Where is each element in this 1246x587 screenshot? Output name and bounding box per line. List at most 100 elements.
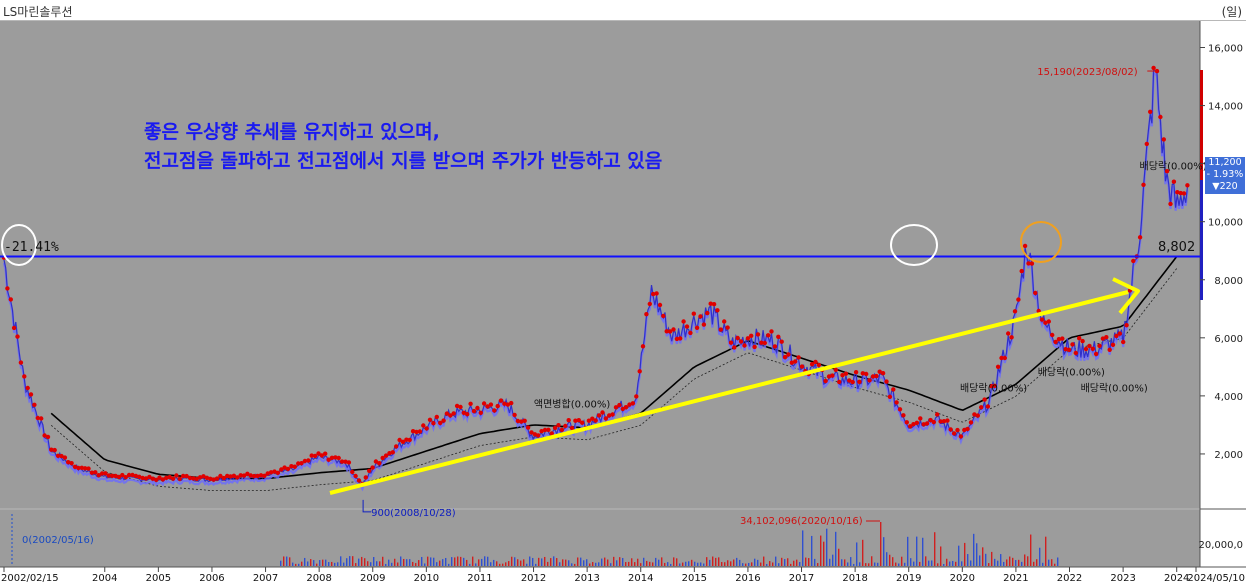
volume-bar [820,535,822,566]
price-candle [1131,258,1136,264]
volume-bar [982,547,984,566]
volume-bar [358,558,360,566]
price-candle [830,373,835,378]
volume-bar [913,561,915,566]
price-candle [691,311,696,316]
price-candle [908,424,913,429]
volume-bar [1054,563,1056,566]
y-tick-label: 8,000 [1214,276,1243,287]
volume-bar [823,541,825,566]
volume-bar [859,562,861,566]
price-candle [42,433,47,438]
price-candle [596,413,602,418]
volume-bar [412,561,414,566]
price-candle [18,360,24,365]
price-candle [62,455,68,460]
price-candle [1144,141,1150,147]
price-candle [285,466,291,472]
volume-bar [331,561,333,566]
chart-annotations: 15,190(2023/08/02) 900(2008/10/28) 액면병합(0.… [362,67,1207,519]
volume-bar [745,563,747,566]
price-candle [867,378,872,383]
price-candle [904,420,909,425]
price-candle [208,476,213,481]
price-candle [742,343,747,348]
price-candle [448,413,453,418]
volume-bar [505,562,507,566]
volume-bar [706,557,708,566]
volume-bar [880,522,882,566]
price-candle [620,406,625,412]
price-candle [123,475,128,480]
price-candle [688,330,693,336]
price-candle [394,444,399,449]
volume-bar [934,532,936,566]
price-candle [586,418,592,423]
price-candle [174,473,179,478]
price-candle [32,402,37,407]
volume-bar [772,562,774,566]
volume-bar [769,561,771,566]
price-candle [187,475,193,481]
x-tick-label: 2008 [306,573,331,584]
volume-bar [1015,560,1017,566]
volume-bar [835,531,837,566]
volume-bar [577,557,579,566]
price-candle [475,405,480,411]
volume-bar [421,556,423,566]
volume-bar [781,557,783,566]
volume-bar [865,563,867,566]
volume-bar [355,563,357,566]
volume-bar [649,561,651,566]
volume-bar [757,559,759,566]
price-candle [25,385,30,391]
volume-bar [742,563,744,566]
annotation-event: 배당락(0.00%) [1038,367,1105,379]
price-candle [1053,339,1058,345]
volume-bar [877,562,879,566]
volume-bar [868,563,870,566]
price-candle [272,469,277,474]
price-candle [951,431,957,436]
price-candle [1026,261,1031,266]
volume-bar [544,556,546,566]
price-candle [600,410,605,415]
volume-bar [574,563,576,566]
volume-bar [484,556,486,566]
price-candle [268,470,274,475]
price-candle [664,329,669,334]
volume-bar [319,560,321,566]
volume-bar [601,558,603,566]
volume-bar [571,563,573,566]
price-candle [623,405,629,410]
price-candle [999,355,1004,361]
volume-bar [703,563,705,566]
volume-bar [739,559,741,566]
price-candle [1002,355,1007,361]
price-candle [377,461,382,466]
volume-bar [286,556,288,566]
volume-bar [841,559,843,566]
volume-bar [502,563,504,566]
price-candle [948,427,953,432]
highlight-circle-current [1020,221,1062,263]
x-tick-label: 2012 [521,573,546,584]
volume-bar [652,562,654,566]
price-candle [725,325,730,330]
y-tick-label: 10,000 [1208,218,1243,229]
volume-bar [499,563,501,566]
price-candle [241,473,247,478]
price-candle [772,344,778,349]
period-unit[interactable]: (일) [1221,5,1242,19]
volume-bar [697,562,699,566]
price-candle [194,476,199,482]
volume-bar [556,558,558,566]
price-candle [684,324,690,329]
price-candle [745,336,751,341]
price-candle [380,455,385,461]
price-candle [840,373,845,378]
price-candle [1164,169,1170,174]
price-candle [945,418,950,423]
volume-bar [547,561,549,566]
